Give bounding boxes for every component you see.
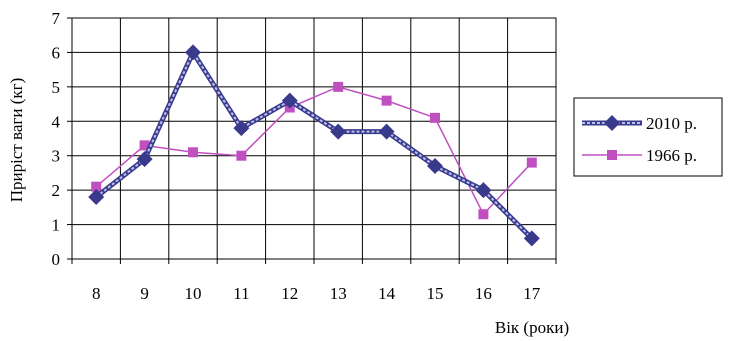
x-axis-label: Вік (роки) [495,318,569,337]
x-tick-label: 14 [378,284,396,303]
x-tick-label: 10 [185,284,202,303]
y-axis-label: Приріст ваги (кг) [7,78,26,203]
data-point [188,147,198,158]
data-point [281,92,298,109]
y-axis-ticks: 0 1 2 3 4 5 6 7 [52,9,72,269]
legend-label: 1966 р. [646,146,697,165]
data-point [88,189,105,206]
data-point [139,140,150,151]
data-point [333,81,344,92]
data-point [330,123,347,140]
x-tick-label: 16 [475,284,492,303]
x-tick-label: 8 [92,284,101,303]
legend-entry: 2010 р. [582,114,697,133]
y-tick-label: 7 [52,9,61,28]
y-tick-label: 1 [52,216,61,235]
x-tick-label: 15 [427,284,444,303]
x-tick-label: 13 [330,284,347,303]
legend-box [573,97,723,177]
series-layer [88,44,540,247]
data-point [478,209,489,220]
y-tick-label: 3 [52,147,61,166]
legend-entry: 1966 р. [582,146,697,165]
gridlines [72,18,556,259]
x-tick-label: 11 [233,284,249,303]
series-2010 [88,44,540,247]
data-point [430,112,440,123]
x-tick-label: 17 [523,284,541,303]
y-tick-label: 5 [52,78,61,97]
legend-label: 2010 р. [646,114,697,133]
data-point [378,123,395,140]
data-point [136,151,153,168]
data-point [523,230,540,247]
legend-marker [607,150,617,160]
y-tick-label: 0 [52,250,61,269]
x-tick-label: 12 [281,284,298,303]
data-point [233,120,250,137]
series-line [95,86,533,216]
legend-marker [604,115,620,131]
legend: 2010 р. 1966 р. [573,97,723,177]
data-point [475,182,492,199]
x-axis-ticks: 8 9 10 11 12 13 14 15 16 17 [71,259,557,303]
x-tick-label: 9 [140,284,149,303]
data-point [427,158,443,175]
data-point [526,157,537,168]
y-tick-label: 2 [52,181,61,200]
y-tick-label: 6 [52,43,61,62]
data-point [381,95,392,106]
data-point [185,44,201,61]
data-point [91,181,102,192]
y-tick-label: 4 [52,112,61,131]
data-point [236,150,247,161]
series-line [95,50,533,240]
